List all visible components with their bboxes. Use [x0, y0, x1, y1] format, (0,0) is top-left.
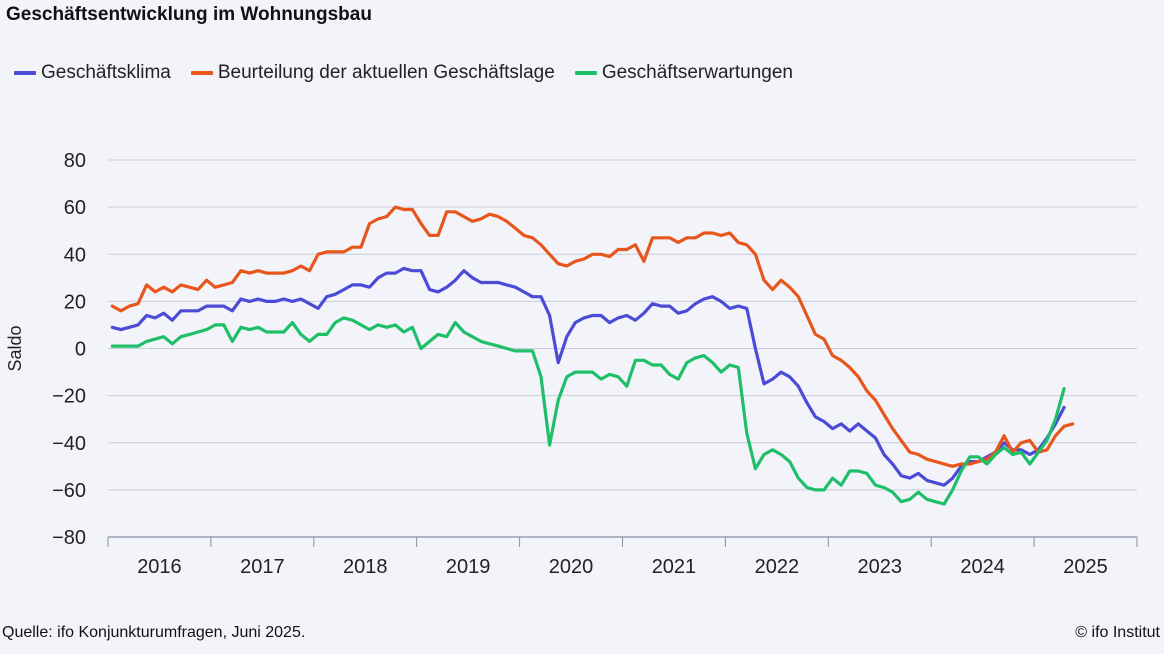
x-tick-label: 2019 [446, 556, 491, 578]
footer-source: Quelle: ifo Konjunkturumfragen, Juni 202… [2, 624, 306, 641]
x-tick-label: 2018 [343, 556, 388, 578]
grid-layer [108, 159, 1137, 538]
y-axis-title: Saldo [5, 325, 25, 371]
legend-item-geschaeftserwartungen: Geschäftserwartungen [574, 62, 793, 84]
legend-swatch-geschaeftsklima [14, 71, 36, 75]
legend-item-geschaeftsklima: Geschäftsklima [14, 62, 171, 84]
y-tick-label: −80 [52, 527, 86, 549]
x-tick-label: 2021 [652, 556, 697, 578]
footer-copyright: © ifo Institut [1075, 624, 1160, 641]
x-tick-label: 2017 [240, 556, 285, 578]
y-tick-label: −20 [52, 386, 86, 408]
y-tick-label: 20 [64, 291, 86, 313]
y-tick-label: −60 [52, 480, 86, 502]
series-layer [110, 205, 1075, 506]
x-tick-label: 2024 [960, 556, 1005, 578]
legend-label-geschaeftslage: Beurteilung der aktuellen Geschäftslage [217, 62, 555, 83]
legend-swatch-geschaeftserwartungen [574, 71, 597, 75]
x-tick-label: 2025 [1063, 556, 1108, 578]
axis-layer: 80 60 40 20 0 −20 −40 −60 −80 2016 2017 2018 2019 202… [5, 150, 1138, 578]
chart-legend: Geschäftsklima Beurteilung der aktuellen… [14, 62, 813, 84]
x-tick-label: 2020 [549, 556, 594, 578]
x-tick-label: 2022 [755, 556, 800, 578]
legend-label-geschaeftsklima: Geschäftsklima [41, 62, 171, 83]
x-tick-label: 2023 [858, 556, 903, 578]
x-tick-label: 2016 [137, 556, 182, 578]
legend-item-geschaeftslage: Beurteilung der aktuellen Geschäftslage [190, 62, 555, 84]
y-tick-label: 0 [75, 339, 86, 361]
y-tick-label: 80 [64, 150, 86, 172]
chart-title: Geschäftsentwicklung im Wohnungsbau [6, 4, 372, 25]
y-tick-label: 60 [64, 197, 86, 219]
y-tick-label: −40 [52, 433, 86, 455]
series-line-2 [110, 316, 1066, 506]
series-line-1 [110, 205, 1075, 468]
legend-swatch-geschaeftslage [190, 71, 213, 75]
legend-label-geschaeftserwartungen: Geschäftserwartungen [601, 62, 793, 83]
series-line-0 [110, 266, 1066, 487]
y-tick-label: 40 [64, 244, 86, 266]
